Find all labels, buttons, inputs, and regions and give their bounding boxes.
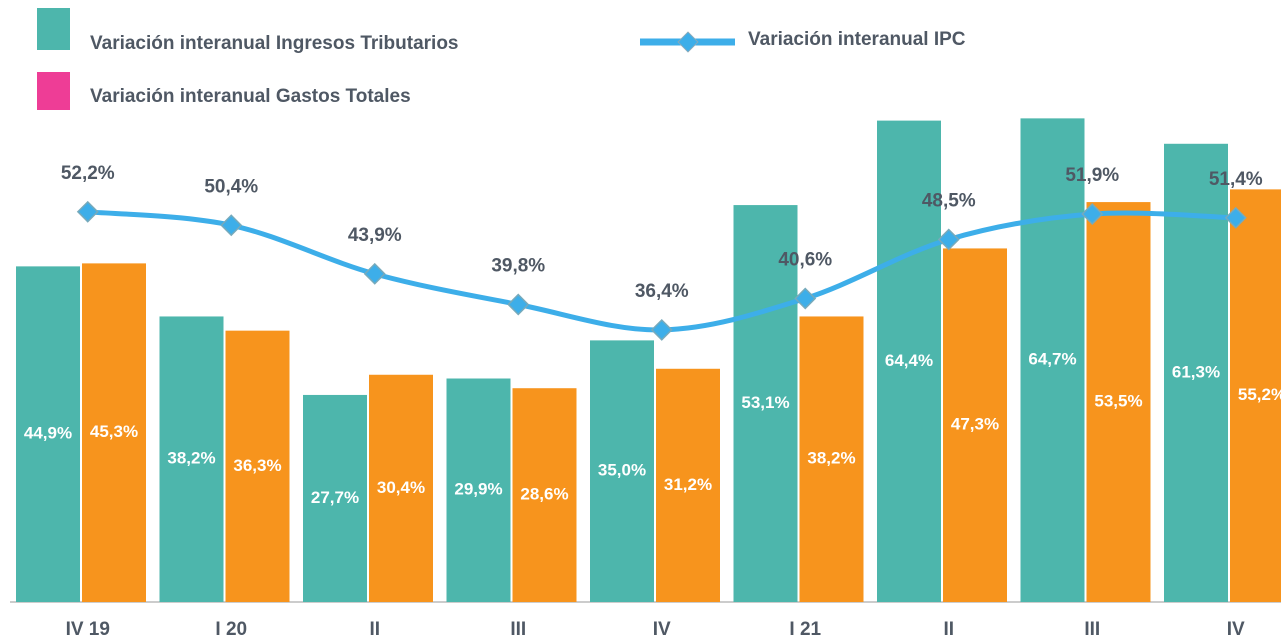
bar [446,378,511,602]
line-marker [794,287,817,310]
legend-label: Variación interanual Ingresos Tributario… [90,33,459,54]
legend-label: Variación interanual IPC [748,29,966,50]
bar [1086,202,1151,602]
bar [225,330,290,602]
line-value-label: 50,4% [204,176,258,197]
bar-value-label: 31,2% [664,475,712,494]
x-tick-label: I 20 [215,619,247,640]
bar-value-label: 27,7% [311,488,359,507]
bar-value-label: 64,4% [885,351,933,370]
bar-value-label: 64,7% [1028,350,1076,369]
line-marker [76,200,99,223]
bar-value-label: 61,3% [1172,362,1220,381]
line-value-label: 51,4% [1209,169,1263,190]
bar-value-label: 53,1% [741,393,789,412]
bar-value-label: 55,2% [1238,385,1281,404]
line-value-label: 36,4% [635,281,689,302]
bar-value-label: 29,9% [454,480,502,499]
bar [369,374,433,602]
line-value-label: 39,8% [491,256,545,277]
x-tick-label: IV [1227,619,1245,640]
bar-value-label: 45,3% [90,422,138,441]
bar [1164,143,1228,602]
legend-label: Variación interanual Gastos Totales [90,86,411,107]
line-value-label: 51,9% [1065,165,1119,186]
x-tick-label: IV 19 [66,619,110,640]
legend-swatch [37,72,70,110]
bar-value-label: 38,2% [167,449,215,468]
bar [303,394,367,602]
line-marker [937,228,960,251]
line-marker [1081,203,1104,226]
bar-value-label: 44,9% [24,424,72,443]
bar-value-label: 38,2% [807,449,855,468]
bar-value-label: 47,3% [951,415,999,434]
bar [1020,118,1085,603]
bar-value-label: 35,0% [598,461,646,480]
bar [16,266,80,602]
bar-value-label: 53,5% [1094,392,1142,411]
x-tick-label: III [510,619,526,640]
line-marker [363,262,386,285]
line-marker [507,293,530,316]
x-tick-label: II [369,619,380,640]
bar [656,368,720,602]
bar [1230,189,1281,602]
legend-swatch [37,8,70,50]
line-value-label: 48,5% [922,190,976,211]
bar-value-label: 30,4% [377,478,425,497]
line-marker [650,318,673,341]
line-value-label: 40,6% [778,250,832,271]
x-tick-label: II [943,619,954,640]
line-value-label: 52,2% [61,163,115,184]
bar [733,205,798,602]
bar [82,263,146,602]
bar [159,316,224,602]
line-marker [220,214,243,237]
bar [799,316,864,602]
bar [943,248,1007,602]
line-marker [1224,206,1247,229]
bar-value-label: 36,3% [233,456,281,475]
bar [590,340,654,602]
line-value-label: 43,9% [348,225,402,246]
x-tick-label: IV [653,619,671,640]
bar [877,120,941,603]
x-tick-label: I 21 [789,619,821,640]
x-tick-label: III [1084,619,1100,640]
bar-value-label: 28,6% [520,485,568,504]
legend-marker [677,31,699,53]
bar [512,388,577,602]
